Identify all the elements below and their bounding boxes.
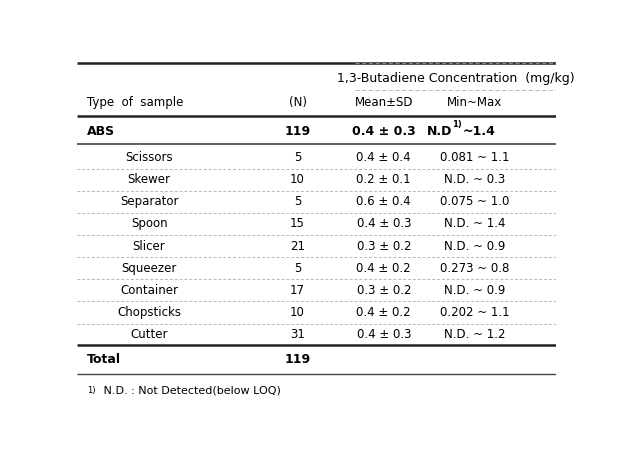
Text: 0.4 ± 0.2: 0.4 ± 0.2 — [357, 262, 411, 275]
Text: 17: 17 — [290, 284, 305, 297]
Text: Chopsticks: Chopsticks — [117, 306, 181, 319]
Text: Slicer: Slicer — [133, 240, 166, 253]
Text: 0.4 ± 0.2: 0.4 ± 0.2 — [357, 306, 411, 319]
Text: Container: Container — [120, 284, 178, 297]
Text: 0.273 ~ 0.8: 0.273 ~ 0.8 — [440, 262, 509, 275]
Text: 0.4 ± 0.4: 0.4 ± 0.4 — [357, 151, 411, 164]
Text: 0.202 ~ 1.1: 0.202 ~ 1.1 — [440, 306, 510, 319]
Text: N.D. ~ 0.3: N.D. ~ 0.3 — [444, 173, 506, 186]
Text: 1): 1) — [87, 386, 95, 395]
Text: N.D. ~ 1.2: N.D. ~ 1.2 — [444, 328, 506, 341]
Text: 0.081 ~ 1.1: 0.081 ~ 1.1 — [440, 151, 509, 164]
Text: Skewer: Skewer — [127, 173, 171, 186]
Text: 1): 1) — [452, 120, 462, 129]
Text: 5: 5 — [294, 195, 301, 208]
Text: 5: 5 — [294, 262, 301, 275]
Text: Spoon: Spoon — [131, 217, 167, 230]
Text: 0.6 ± 0.4: 0.6 ± 0.4 — [357, 195, 411, 208]
Text: Mean±SD: Mean±SD — [355, 96, 413, 109]
Text: N.D. : Not Detected(below LOQ): N.D. : Not Detected(below LOQ) — [99, 385, 281, 395]
Text: Min~Max: Min~Max — [447, 96, 502, 109]
Text: 10: 10 — [290, 173, 305, 186]
Text: 119: 119 — [284, 125, 311, 138]
Text: 10: 10 — [290, 306, 305, 319]
Text: Type  of  sample: Type of sample — [87, 96, 183, 109]
Text: 0.3 ± 0.2: 0.3 ± 0.2 — [357, 284, 411, 297]
Text: N.D. ~ 0.9: N.D. ~ 0.9 — [444, 284, 506, 297]
Text: Total: Total — [87, 352, 121, 365]
Text: Separator: Separator — [120, 195, 179, 208]
Text: N.D. ~ 1.4: N.D. ~ 1.4 — [444, 217, 506, 230]
Text: 15: 15 — [290, 217, 305, 230]
Text: 0.4 ± 0.3: 0.4 ± 0.3 — [352, 125, 416, 138]
Text: Squeezer: Squeezer — [121, 262, 177, 275]
Text: ~1.4: ~1.4 — [463, 125, 496, 138]
Text: 119: 119 — [284, 352, 311, 365]
Text: 21: 21 — [290, 240, 305, 253]
Text: 0.4 ± 0.3: 0.4 ± 0.3 — [357, 217, 411, 230]
Text: Scissors: Scissors — [125, 151, 173, 164]
Text: 31: 31 — [290, 328, 305, 341]
Text: 5: 5 — [294, 151, 301, 164]
Text: ABS: ABS — [87, 125, 115, 138]
Text: N.D: N.D — [427, 125, 452, 138]
Text: 0.2 ± 0.1: 0.2 ± 0.1 — [357, 173, 411, 186]
Text: 1,3-Butadiene Concentration  (mg/kg): 1,3-Butadiene Concentration (mg/kg) — [337, 71, 575, 84]
Text: Cutter: Cutter — [130, 328, 168, 341]
Text: N.D. ~ 0.9: N.D. ~ 0.9 — [444, 240, 506, 253]
Text: 0.4 ± 0.3: 0.4 ± 0.3 — [357, 328, 411, 341]
Text: 0.3 ± 0.2: 0.3 ± 0.2 — [357, 240, 411, 253]
Text: (N): (N) — [289, 96, 307, 109]
Text: 0.075 ~ 1.0: 0.075 ~ 1.0 — [440, 195, 509, 208]
